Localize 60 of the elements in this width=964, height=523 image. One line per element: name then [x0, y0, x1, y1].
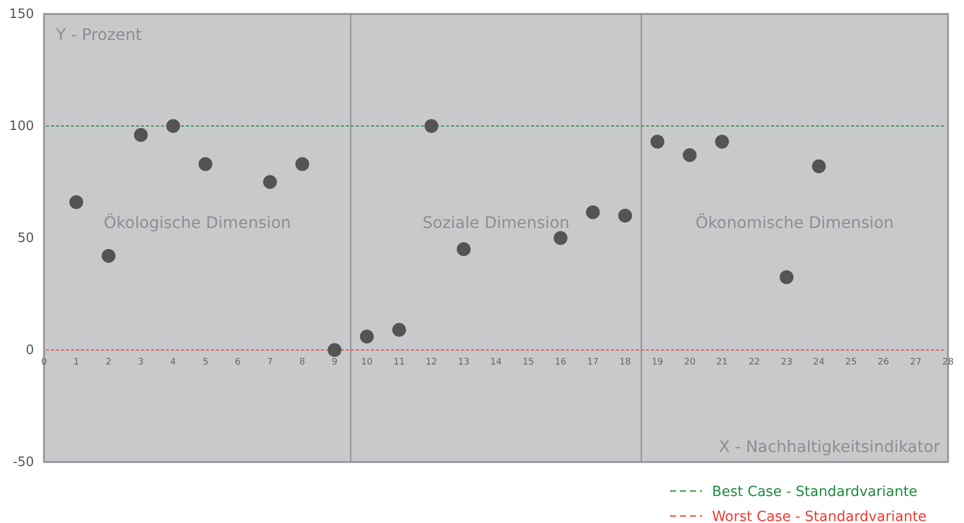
x-tick-label: 10	[361, 357, 373, 368]
x-tick-label: 15	[522, 357, 534, 368]
legend-label: Worst Case - Standardvariante	[712, 508, 927, 523]
point	[650, 134, 664, 149]
x-axis-title: X - Nachhaltigkeitsindikator	[718, 437, 940, 456]
x-tick-label: 23	[780, 357, 792, 368]
x-tick-label: 11	[393, 357, 405, 368]
x-tick-label: 9	[332, 357, 338, 368]
x-tick-label: 14	[490, 357, 502, 368]
x-tick-label: 0	[41, 357, 48, 368]
x-tick-label: 2	[106, 357, 112, 368]
y-tick-label: -50	[12, 455, 34, 470]
x-tick-label: 12	[426, 357, 438, 368]
annotation: Soziale Dimension	[422, 212, 570, 232]
x-tick-label: 18	[619, 357, 632, 368]
x-tick-label: 13	[458, 357, 470, 368]
x-tick-label: 6	[234, 357, 241, 368]
point	[198, 157, 212, 171]
y-tick-label: 50	[17, 231, 34, 246]
x-tick-label: 21	[716, 357, 728, 368]
point	[618, 208, 632, 222]
point	[780, 270, 794, 284]
point	[102, 249, 116, 263]
x-tick-label: 17	[587, 357, 599, 368]
point	[682, 148, 697, 162]
point	[812, 159, 826, 174]
x-tick-label: 28	[942, 357, 954, 368]
point	[166, 119, 180, 133]
x-tick-label: 25	[845, 357, 857, 368]
point	[360, 330, 374, 344]
annotation: Ökologische Dimension	[104, 212, 291, 232]
point	[715, 134, 729, 149]
x-tick-label: 20	[684, 357, 696, 368]
point	[328, 343, 342, 357]
point	[69, 195, 84, 210]
x-tick-label: 16	[554, 357, 567, 368]
y-tick-label: 150	[9, 7, 34, 22]
x-tick-label: 1	[73, 357, 80, 368]
legend-label: Best Case - Standardvariante	[712, 484, 918, 500]
y-axis-title: Y - Prozent	[55, 25, 142, 44]
annotation: Ökonomische Dimension	[695, 212, 894, 232]
x-tick-label: 7	[267, 357, 273, 368]
x-tick-label: 5	[202, 357, 208, 368]
y-tick-label: 100	[9, 119, 34, 134]
x-tick-label: 27	[910, 357, 922, 368]
point	[134, 128, 148, 142]
point	[263, 175, 277, 189]
x-tick-label: 26	[878, 357, 890, 368]
point	[392, 322, 406, 337]
point	[424, 119, 438, 133]
point	[554, 231, 568, 245]
x-tick-label: 8	[299, 357, 306, 368]
point	[295, 157, 310, 171]
x-tick-label: 4	[170, 357, 176, 368]
point	[586, 205, 600, 220]
point	[456, 242, 471, 256]
x-tick-label: 24	[813, 357, 825, 368]
x-tick-label: 22	[748, 357, 760, 368]
x-tick-label: 19	[652, 357, 664, 368]
x-tick-label: 3	[138, 357, 144, 368]
